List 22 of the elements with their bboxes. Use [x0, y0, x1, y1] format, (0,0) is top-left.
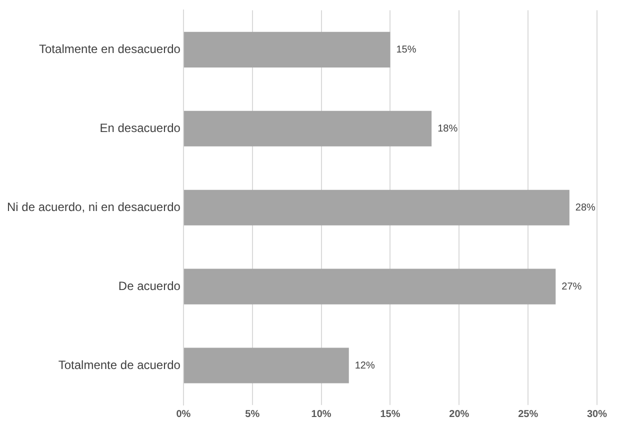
- x-tick-label: 20%: [449, 408, 470, 420]
- x-tick-label: 25%: [518, 408, 538, 420]
- bar: [184, 268, 556, 304]
- data-label: 12%: [354, 360, 375, 372]
- data-label: 28%: [575, 202, 596, 214]
- bar: [184, 348, 349, 384]
- bar: [184, 32, 390, 68]
- y-tick-label: Ni de acuerdo, ni en desacuerdo: [6, 200, 181, 214]
- data-label: 27%: [562, 281, 582, 292]
- y-tick-label: Totalmente en desacuerdo: [39, 42, 181, 56]
- x-tick-label: 5%: [245, 408, 260, 420]
- y-tick-label: En desacuerdo: [100, 120, 181, 135]
- x-tick-label: 30%: [586, 408, 608, 420]
- y-tick-label: Totalmente de acuerdo: [58, 358, 181, 372]
- x-tick-label: 15%: [380, 408, 400, 420]
- bar: [184, 110, 432, 146]
- x-tick-label: 0%: [176, 408, 191, 420]
- data-label: 18%: [438, 123, 458, 134]
- bar: [184, 190, 570, 226]
- x-tick-label: 10%: [311, 408, 332, 420]
- data-label: 15%: [396, 44, 416, 56]
- y-tick-label: De acuerdo: [118, 278, 181, 293]
